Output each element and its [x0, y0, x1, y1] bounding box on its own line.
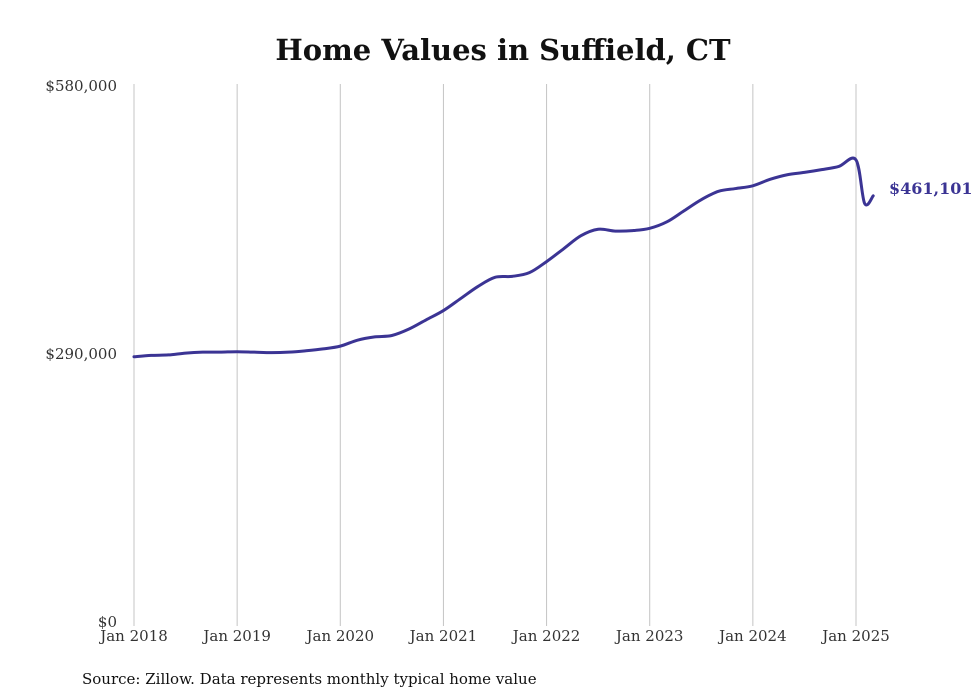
- source-note: Source: Zillow. Data represents monthly …: [82, 670, 537, 688]
- series-layer: [132, 156, 875, 359]
- x-axis-ticks: Jan 2018 Jan 2019 Jan 2020 Jan 2021 Jan 2022…: [98, 627, 890, 645]
- y-tick-label: $290,000: [45, 345, 117, 363]
- gridlines: [133, 84, 857, 626]
- y-tick-label: $0: [98, 613, 117, 631]
- x-tick-label: Jan 2024: [717, 627, 787, 645]
- x-tick-label: Jan 2022: [511, 627, 581, 645]
- y-tick-label: $580,000: [45, 77, 117, 95]
- series-line-0: [132, 156, 875, 359]
- x-tick-label: Jan 2025: [820, 627, 890, 645]
- x-tick-label: Jan 2020: [305, 627, 375, 645]
- end-value-label: $461,101: [889, 179, 973, 198]
- x-tick-label: Jan 2018: [98, 627, 168, 645]
- x-tick-label: Jan 2019: [201, 627, 271, 645]
- y-axis-ticks: $0 $290,000 $580,000: [45, 77, 117, 631]
- x-tick-label: Jan 2023: [614, 627, 684, 645]
- x-tick-label: Jan 2021: [408, 627, 478, 645]
- chart-title: Home Values in Suffield, CT: [275, 33, 731, 67]
